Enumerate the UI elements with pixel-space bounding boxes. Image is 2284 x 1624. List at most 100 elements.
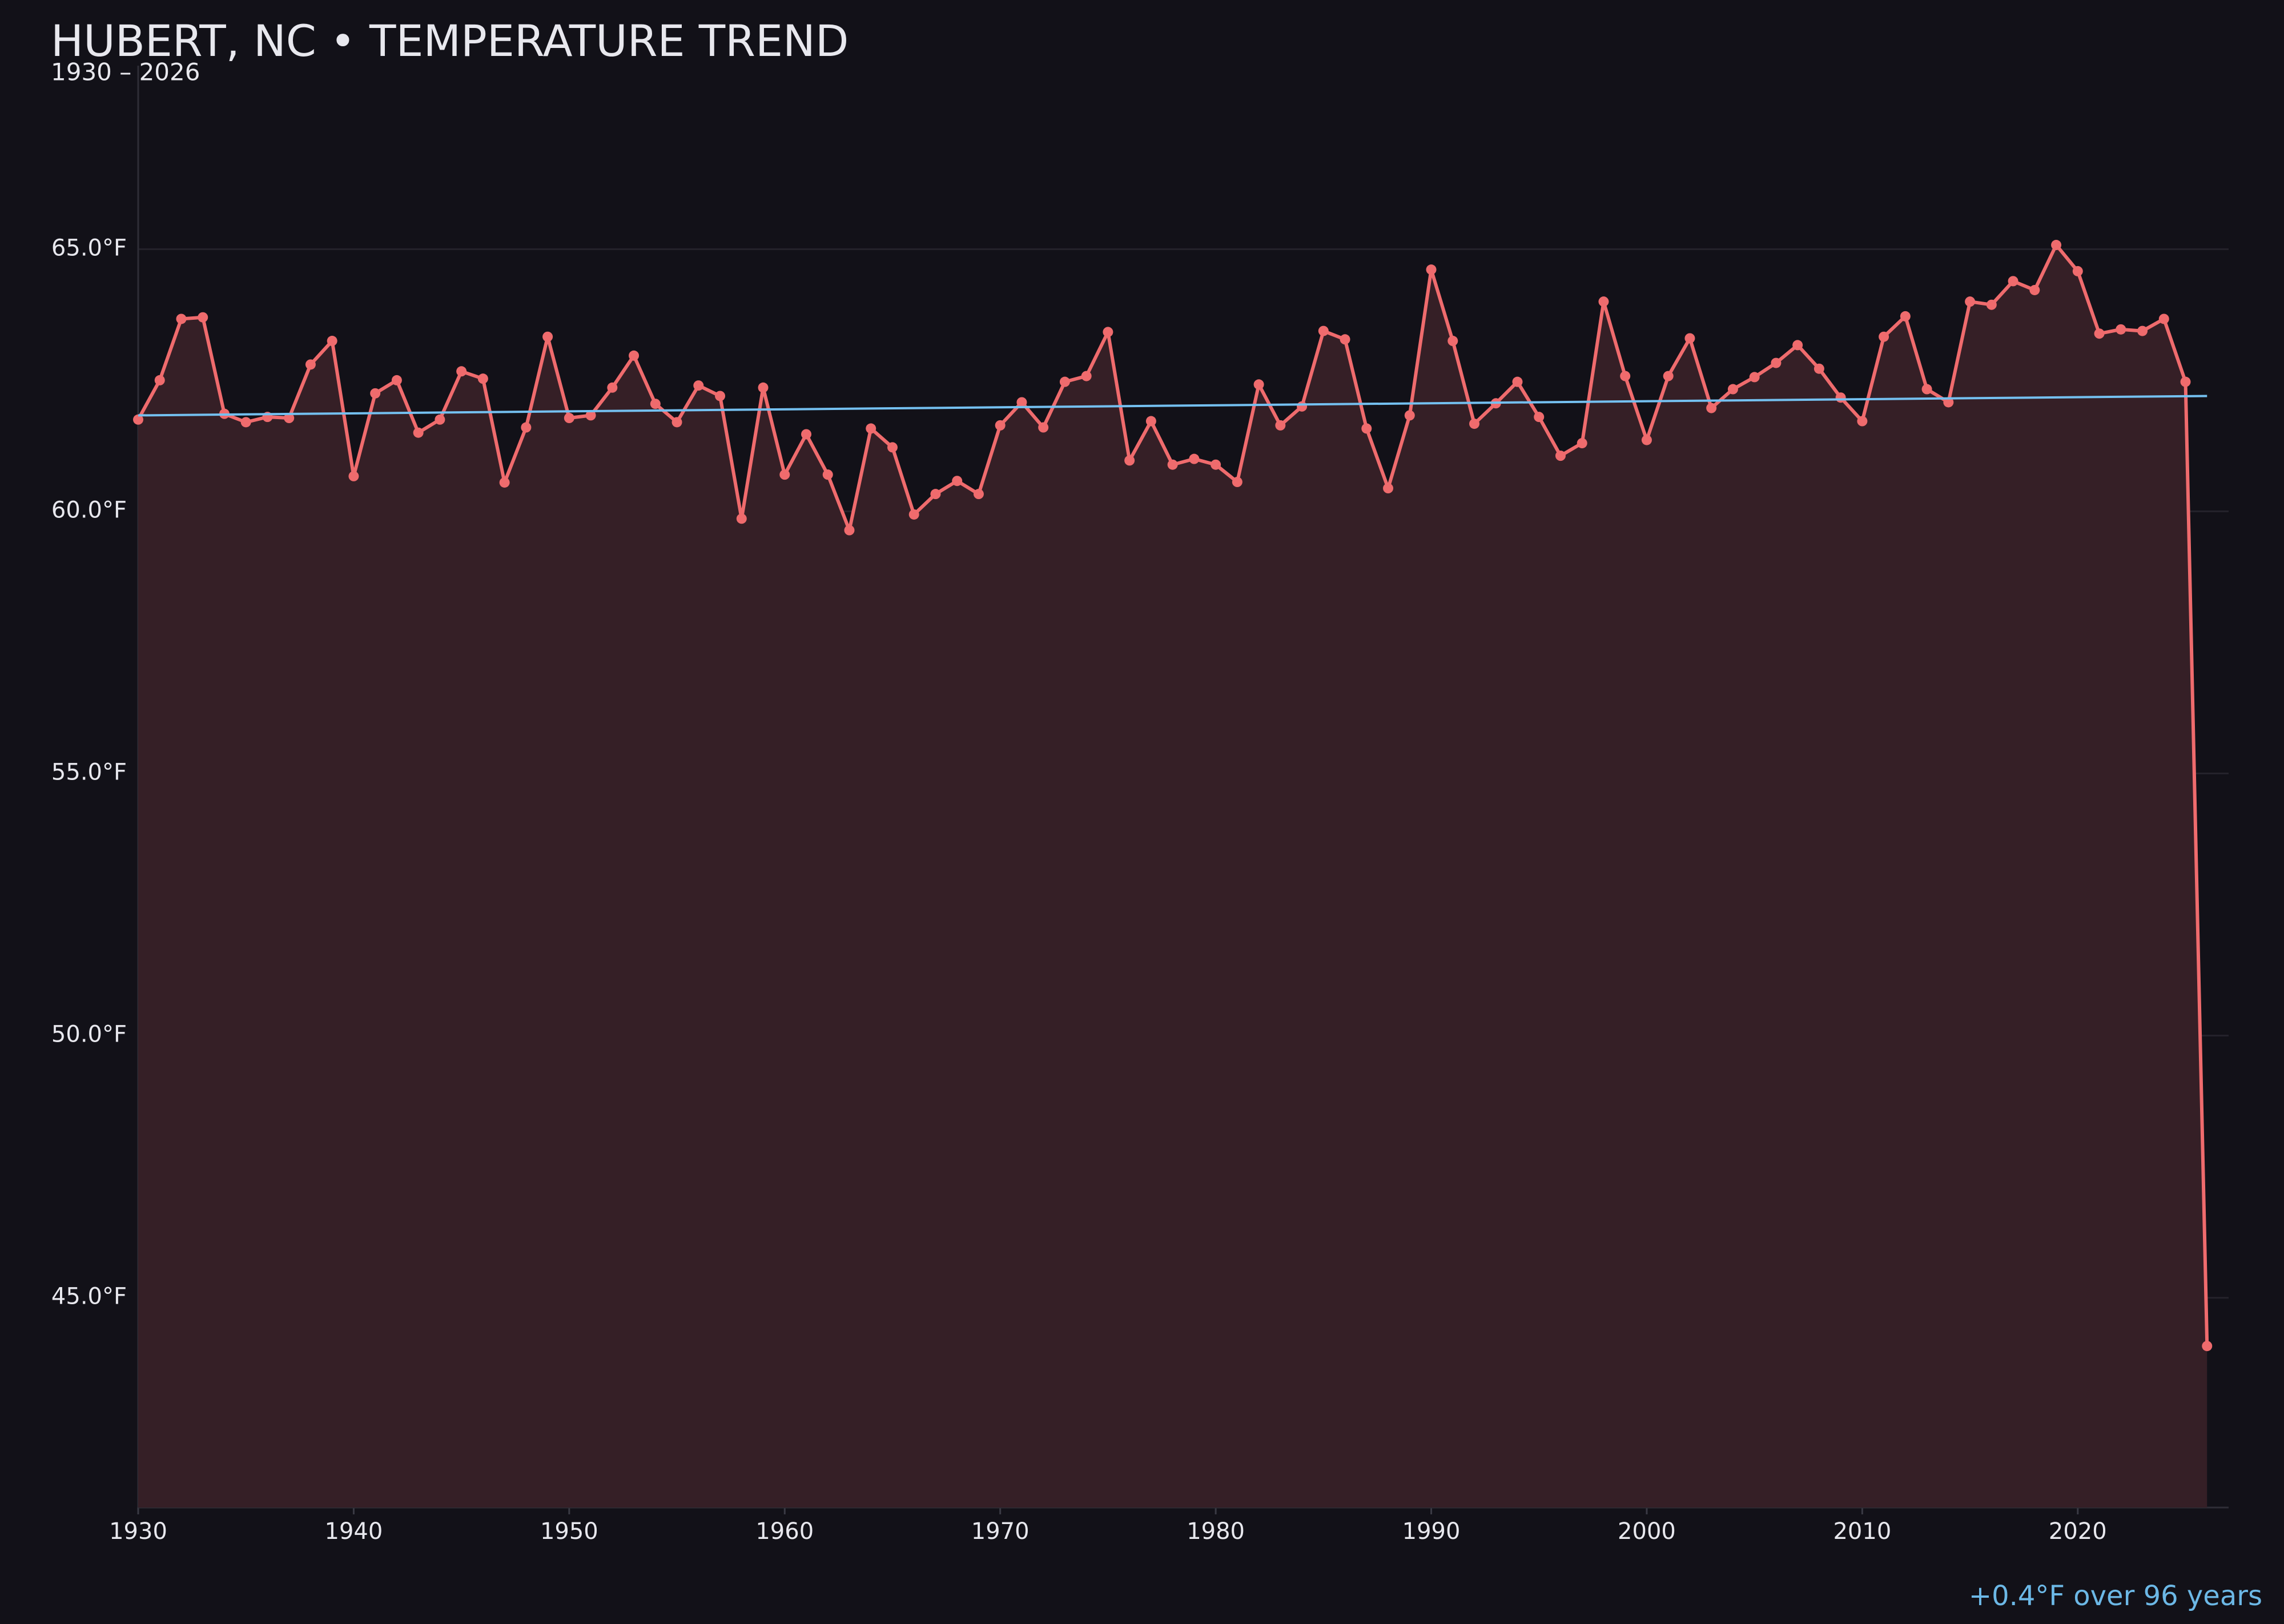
data-point <box>1706 403 1717 413</box>
data-point <box>477 373 488 384</box>
data-point <box>1447 336 1458 347</box>
y-tick-label: 65.0°F <box>51 235 127 261</box>
data-point <box>1189 453 1200 464</box>
data-point <box>176 313 187 324</box>
data-point <box>1275 420 1286 431</box>
data-point <box>1771 357 1782 368</box>
data-point <box>1598 296 1609 307</box>
data-point <box>456 366 467 377</box>
data-point <box>1900 311 1911 321</box>
data-point <box>1965 296 1976 307</box>
data-point <box>1145 416 1156 427</box>
data-point <box>1361 423 1372 434</box>
data-point <box>284 413 295 424</box>
data-point <box>1469 419 1480 429</box>
data-point <box>1749 372 1760 383</box>
data-point <box>908 509 919 520</box>
x-tick-label: 1940 <box>325 1518 383 1545</box>
data-point <box>1577 438 1587 449</box>
data-point <box>240 417 251 428</box>
data-point <box>2029 284 2040 295</box>
data-point <box>564 413 574 424</box>
data-point <box>542 331 553 342</box>
data-point <box>629 350 640 361</box>
trend-line <box>138 395 2207 417</box>
data-point <box>1857 416 1868 427</box>
data-point <box>348 471 359 481</box>
data-point <box>995 420 1006 431</box>
data-point <box>866 423 876 434</box>
data-point <box>650 399 661 409</box>
data-point <box>2137 325 2148 336</box>
data-point <box>1124 455 1135 466</box>
data-point <box>1103 327 1113 337</box>
data-point <box>779 469 790 480</box>
x-tick-label: 1930 <box>109 1518 167 1545</box>
data-point <box>133 414 143 425</box>
data-point <box>2116 324 2126 335</box>
data-point <box>1986 299 1997 310</box>
data-point <box>370 388 381 399</box>
x-tick-label: 2000 <box>1618 1518 1676 1545</box>
chart-title: HUBERT, NC • TEMPERATURE TREND <box>51 15 849 66</box>
data-point <box>1426 264 1437 275</box>
data-point <box>1512 376 1523 387</box>
data-point <box>1684 333 1695 344</box>
data-point <box>2051 240 2062 251</box>
data-point <box>2008 276 2018 287</box>
data-point <box>1534 412 1545 423</box>
data-point <box>1383 483 1394 494</box>
data-point <box>1879 331 1889 342</box>
data-point <box>198 312 208 323</box>
data-point <box>2202 1341 2213 1352</box>
data-point <box>1727 384 1738 395</box>
data-point <box>1663 371 1674 381</box>
data-point <box>327 336 337 347</box>
area-fill <box>138 245 2207 1508</box>
y-tick-label: 55.0°F <box>51 759 127 786</box>
data-point <box>736 513 747 524</box>
data-point <box>1340 334 1350 345</box>
data-point <box>2158 313 2169 324</box>
data-point <box>758 382 769 393</box>
data-point <box>2180 376 2191 387</box>
y-tick-label: 50.0°F <box>51 1022 127 1048</box>
data-point <box>671 417 682 428</box>
data-point <box>973 489 984 500</box>
x-tick-label: 1960 <box>755 1518 814 1545</box>
data-point <box>822 469 833 480</box>
data-point <box>1921 384 1932 395</box>
data-point <box>1232 477 1242 488</box>
data-point <box>1641 435 1652 445</box>
y-tick-label: 60.0°F <box>51 497 127 523</box>
x-tick-label: 2020 <box>2049 1518 2107 1545</box>
data-point <box>1792 340 1803 351</box>
data-point <box>413 427 424 438</box>
data-point <box>1620 371 1631 381</box>
data-point <box>715 391 726 401</box>
data-point <box>1297 401 1308 412</box>
data-point <box>521 422 532 433</box>
data-point <box>1059 376 1070 387</box>
data-point <box>801 429 812 440</box>
data-point <box>435 414 445 425</box>
data-point <box>607 382 618 393</box>
data-point <box>1167 459 1178 470</box>
data-point <box>1038 422 1049 433</box>
data-point <box>305 359 316 370</box>
data-point <box>844 525 855 536</box>
data-point <box>1943 397 1954 408</box>
data-point <box>391 375 402 385</box>
data-point <box>1016 397 1027 408</box>
x-tick-label: 1950 <box>540 1518 598 1545</box>
x-tick-label: 2010 <box>1833 1518 1891 1545</box>
data-point <box>1555 451 1566 461</box>
data-point <box>952 476 963 487</box>
chart-subtitle: 1930 – 2026 <box>51 58 200 86</box>
data-point <box>499 477 510 488</box>
trend-annotation: +0.4°F over 96 years <box>1969 1580 2262 1612</box>
data-point <box>693 380 704 391</box>
data-point <box>930 489 941 500</box>
